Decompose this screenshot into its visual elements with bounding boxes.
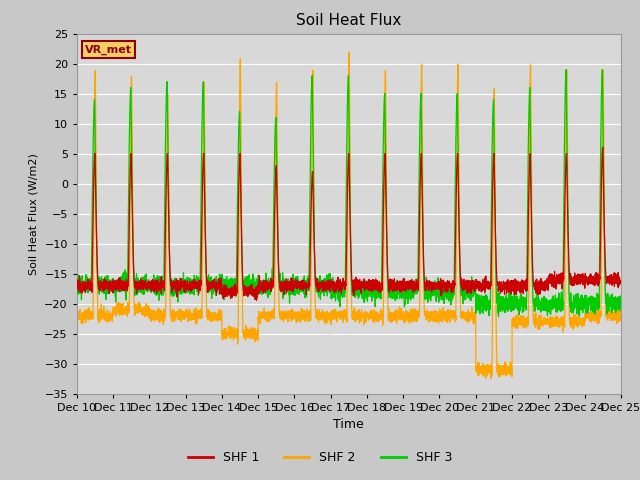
Legend: SHF 1, SHF 2, SHF 3: SHF 1, SHF 2, SHF 3 (183, 446, 457, 469)
X-axis label: Time: Time (333, 418, 364, 431)
Y-axis label: Soil Heat Flux (W/m2): Soil Heat Flux (W/m2) (29, 153, 38, 275)
Text: VR_met: VR_met (85, 44, 132, 55)
Title: Soil Heat Flux: Soil Heat Flux (296, 13, 401, 28)
